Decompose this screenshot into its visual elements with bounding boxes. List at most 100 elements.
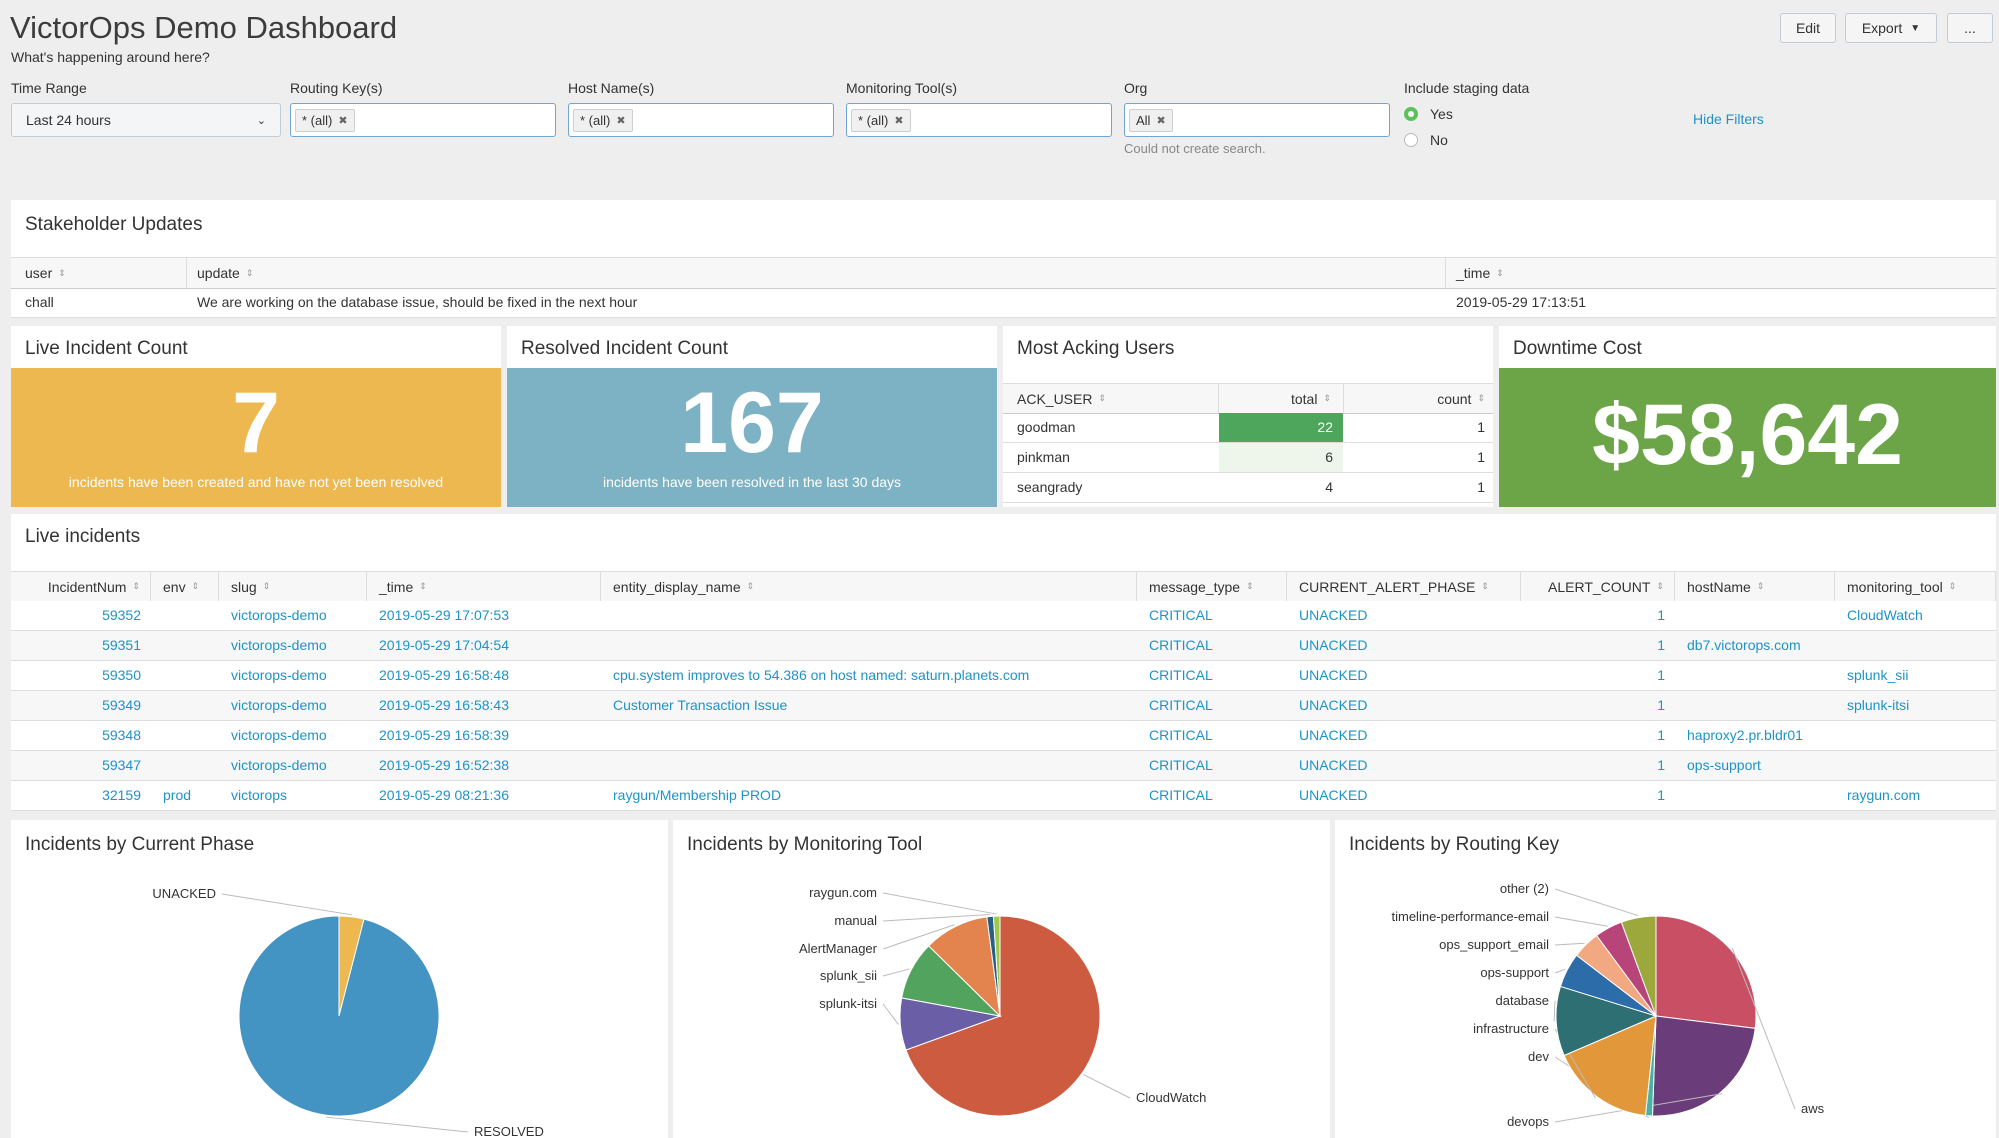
column-header-count[interactable]: count ⇕ xyxy=(1344,384,1485,413)
cell-alert-count[interactable]: 1 xyxy=(1657,667,1665,683)
org-input[interactable]: All ✖ xyxy=(1124,103,1390,137)
pie-slice-resolved[interactable] xyxy=(238,915,440,1117)
cell-message-type[interactable]: CRITICAL xyxy=(1149,637,1213,653)
pie-slice-devops[interactable] xyxy=(1651,1015,1756,1117)
more-options-button[interactable]: ... xyxy=(1947,13,1993,43)
pie-slice-infrastructure[interactable] xyxy=(1563,1015,1657,1116)
cell-message-type[interactable]: CRITICAL xyxy=(1149,727,1213,743)
cell-hostname[interactable]: db7.victorops.com xyxy=(1687,637,1801,653)
pie-slice-database[interactable] xyxy=(1555,985,1658,1057)
cell-incidentnum[interactable]: 59348 xyxy=(102,727,141,743)
cell-entity-display-name[interactable]: cpu.system improves to 54.386 on host na… xyxy=(613,667,1030,683)
cell-incidentnum[interactable]: 32159 xyxy=(102,787,141,803)
cell--time[interactable]: 2019-05-29 17:04:54 xyxy=(379,637,509,653)
column-header-total[interactable]: total ⇕ xyxy=(1219,384,1339,413)
cell-message-type[interactable]: CRITICAL xyxy=(1149,757,1213,773)
cell-current-alert-phase[interactable]: UNACKED xyxy=(1299,667,1368,683)
table-row[interactable]: 59350 victorops-demo 2019-05-29 16:58:48 cp… xyxy=(11,661,1996,691)
cell-alert-count[interactable]: 1 xyxy=(1657,787,1665,803)
cell-slug[interactable]: victorops-demo xyxy=(231,607,327,623)
cell-slug[interactable]: victorops xyxy=(231,787,288,803)
cell-entity-display-name[interactable]: raygun/Membership PROD xyxy=(613,787,782,803)
cell-message-type[interactable]: CRITICAL xyxy=(1149,787,1213,803)
host-name-token[interactable]: * (all) ✖ xyxy=(573,108,633,132)
cell-slug[interactable]: victorops-demo xyxy=(231,637,327,653)
routing-key-input[interactable]: * (all) ✖ xyxy=(290,103,556,137)
table-row[interactable]: 59348 victorops-demo 2019-05-29 16:58:39 CR… xyxy=(11,721,1996,751)
column-header-incidentnum[interactable]: IncidentNum ⇕ xyxy=(11,572,151,601)
cell-incidentnum[interactable]: 59351 xyxy=(102,637,141,653)
cell-monitoring-tool[interactable]: splunk_sii xyxy=(1847,667,1909,683)
cell-incidentnum[interactable]: 59347 xyxy=(102,757,141,773)
edit-button[interactable]: Edit xyxy=(1780,13,1836,43)
column-header-entity-display-name[interactable]: entity_display_name ⇕ xyxy=(603,572,1137,601)
cell-monitoring-tool[interactable]: raygun.com xyxy=(1847,787,1921,803)
column-header-monitoring-tool[interactable]: monitoring_tool ⇕ xyxy=(1837,572,1996,601)
cell--time[interactable]: 2019-05-29 17:07:53 xyxy=(379,607,509,623)
table-row[interactable]: 59347 victorops-demo 2019-05-29 16:52:38 CR… xyxy=(11,751,1996,781)
cell--time[interactable]: 2019-05-29 16:58:43 xyxy=(379,697,509,713)
table-row[interactable]: 59352 victorops-demo 2019-05-29 17:07:53 CR… xyxy=(11,601,1996,631)
cell-alert-count[interactable]: 1 xyxy=(1657,757,1665,773)
column-header-hostname[interactable]: hostName ⇕ xyxy=(1677,572,1835,601)
cell-message-type[interactable]: CRITICAL xyxy=(1149,607,1213,623)
column-header-message-type[interactable]: message_type ⇕ xyxy=(1139,572,1287,601)
cell-hostname[interactable]: ops-support xyxy=(1687,757,1761,773)
table-row[interactable]: 32159 prod victorops 2019-05-29 08:21:36 ray… xyxy=(11,781,1996,811)
cell-message-type[interactable]: CRITICAL xyxy=(1149,697,1213,713)
cell-alert-count[interactable]: 1 xyxy=(1657,697,1665,713)
column-header-alert-count[interactable]: ALERT_COUNT ⇕ xyxy=(1523,572,1675,601)
column-header-env[interactable]: env ⇕ xyxy=(153,572,219,601)
pie-slice-raygun-com[interactable] xyxy=(992,915,1001,1017)
cell-incidentnum[interactable]: 59349 xyxy=(102,697,141,713)
hide-filters-link[interactable]: Hide Filters xyxy=(1693,111,1764,127)
table-row[interactable]: 59351 victorops-demo 2019-05-29 17:04:54 CR… xyxy=(11,631,1996,661)
column-header--time[interactable]: _time ⇕ xyxy=(369,572,601,601)
time-range-select[interactable]: Last 24 hours ⌄ xyxy=(11,103,281,137)
column-header-current-alert-phase[interactable]: CURRENT_ALERT_PHASE ⇕ xyxy=(1289,572,1521,601)
cell-alert-count[interactable]: 1 xyxy=(1657,637,1665,653)
cell-entity-display-name[interactable]: Customer Transaction Issue xyxy=(613,697,788,713)
monitoring-tool-token[interactable]: * (all) ✖ xyxy=(851,108,911,132)
cell-alert-count[interactable]: 1 xyxy=(1657,607,1665,623)
cell-monitoring-tool[interactable]: CloudWatch xyxy=(1847,607,1923,623)
cell-current-alert-phase[interactable]: UNACKED xyxy=(1299,607,1368,623)
column-header-time[interactable]: _time ⇕ xyxy=(1456,258,1504,288)
column-header-update[interactable]: update ⇕ xyxy=(197,258,253,288)
cell-message-type[interactable]: CRITICAL xyxy=(1149,667,1213,683)
cell-incidentnum[interactable]: 59350 xyxy=(102,667,141,683)
cell-slug[interactable]: victorops-demo xyxy=(231,697,327,713)
host-name-input[interactable]: * (all) ✖ xyxy=(568,103,834,137)
cell-slug[interactable]: victorops-demo xyxy=(231,667,327,683)
cell-current-alert-phase[interactable]: UNACKED xyxy=(1299,637,1368,653)
cell-env[interactable]: prod xyxy=(163,787,192,803)
cell--time[interactable]: 2019-05-29 08:21:36 xyxy=(379,787,509,803)
column-header-ack-user[interactable]: ACK_USER ⇕ xyxy=(1017,384,1106,413)
cell-alert-count[interactable]: 1 xyxy=(1657,727,1665,743)
pie-slice-other-2-[interactable] xyxy=(1620,915,1657,1017)
pie-slice-cloudwatch[interactable] xyxy=(905,915,1101,1117)
column-header-user[interactable]: user ⇕ xyxy=(25,258,66,288)
cell-current-alert-phase[interactable]: UNACKED xyxy=(1299,727,1368,743)
cell-hostname[interactable]: haproxy2.pr.bldr01 xyxy=(1687,727,1803,743)
cell-incidentnum[interactable]: 59352 xyxy=(102,607,141,623)
cell-current-alert-phase[interactable]: UNACKED xyxy=(1299,757,1368,773)
staging-no-radio[interactable]: No xyxy=(1404,132,1448,148)
org-token[interactable]: All ✖ xyxy=(1129,108,1173,132)
table-row[interactable]: 59349 victorops-demo 2019-05-29 16:58:43 Cu… xyxy=(11,691,1996,721)
cell--time[interactable]: 2019-05-29 16:58:39 xyxy=(379,727,509,743)
remove-icon[interactable]: ✖ xyxy=(616,114,626,127)
cell-slug[interactable]: victorops-demo xyxy=(231,727,327,743)
monitoring-tool-input[interactable]: * (all) ✖ xyxy=(846,103,1112,137)
cell--time[interactable]: 2019-05-29 16:52:38 xyxy=(379,757,509,773)
remove-icon[interactable]: ✖ xyxy=(338,114,348,127)
routing-key-token[interactable]: * (all) ✖ xyxy=(295,108,355,132)
cell--time[interactable]: 2019-05-29 16:58:48 xyxy=(379,667,509,683)
cell-current-alert-phase[interactable]: UNACKED xyxy=(1299,697,1368,713)
remove-icon[interactable]: ✖ xyxy=(894,114,904,127)
cell-current-alert-phase[interactable]: UNACKED xyxy=(1299,787,1368,803)
pie-slice-aws[interactable] xyxy=(1655,915,1757,1029)
cell-monitoring-tool[interactable]: splunk-itsi xyxy=(1847,697,1910,713)
cell-slug[interactable]: victorops-demo xyxy=(231,757,327,773)
column-header-slug[interactable]: slug ⇕ xyxy=(221,572,367,601)
